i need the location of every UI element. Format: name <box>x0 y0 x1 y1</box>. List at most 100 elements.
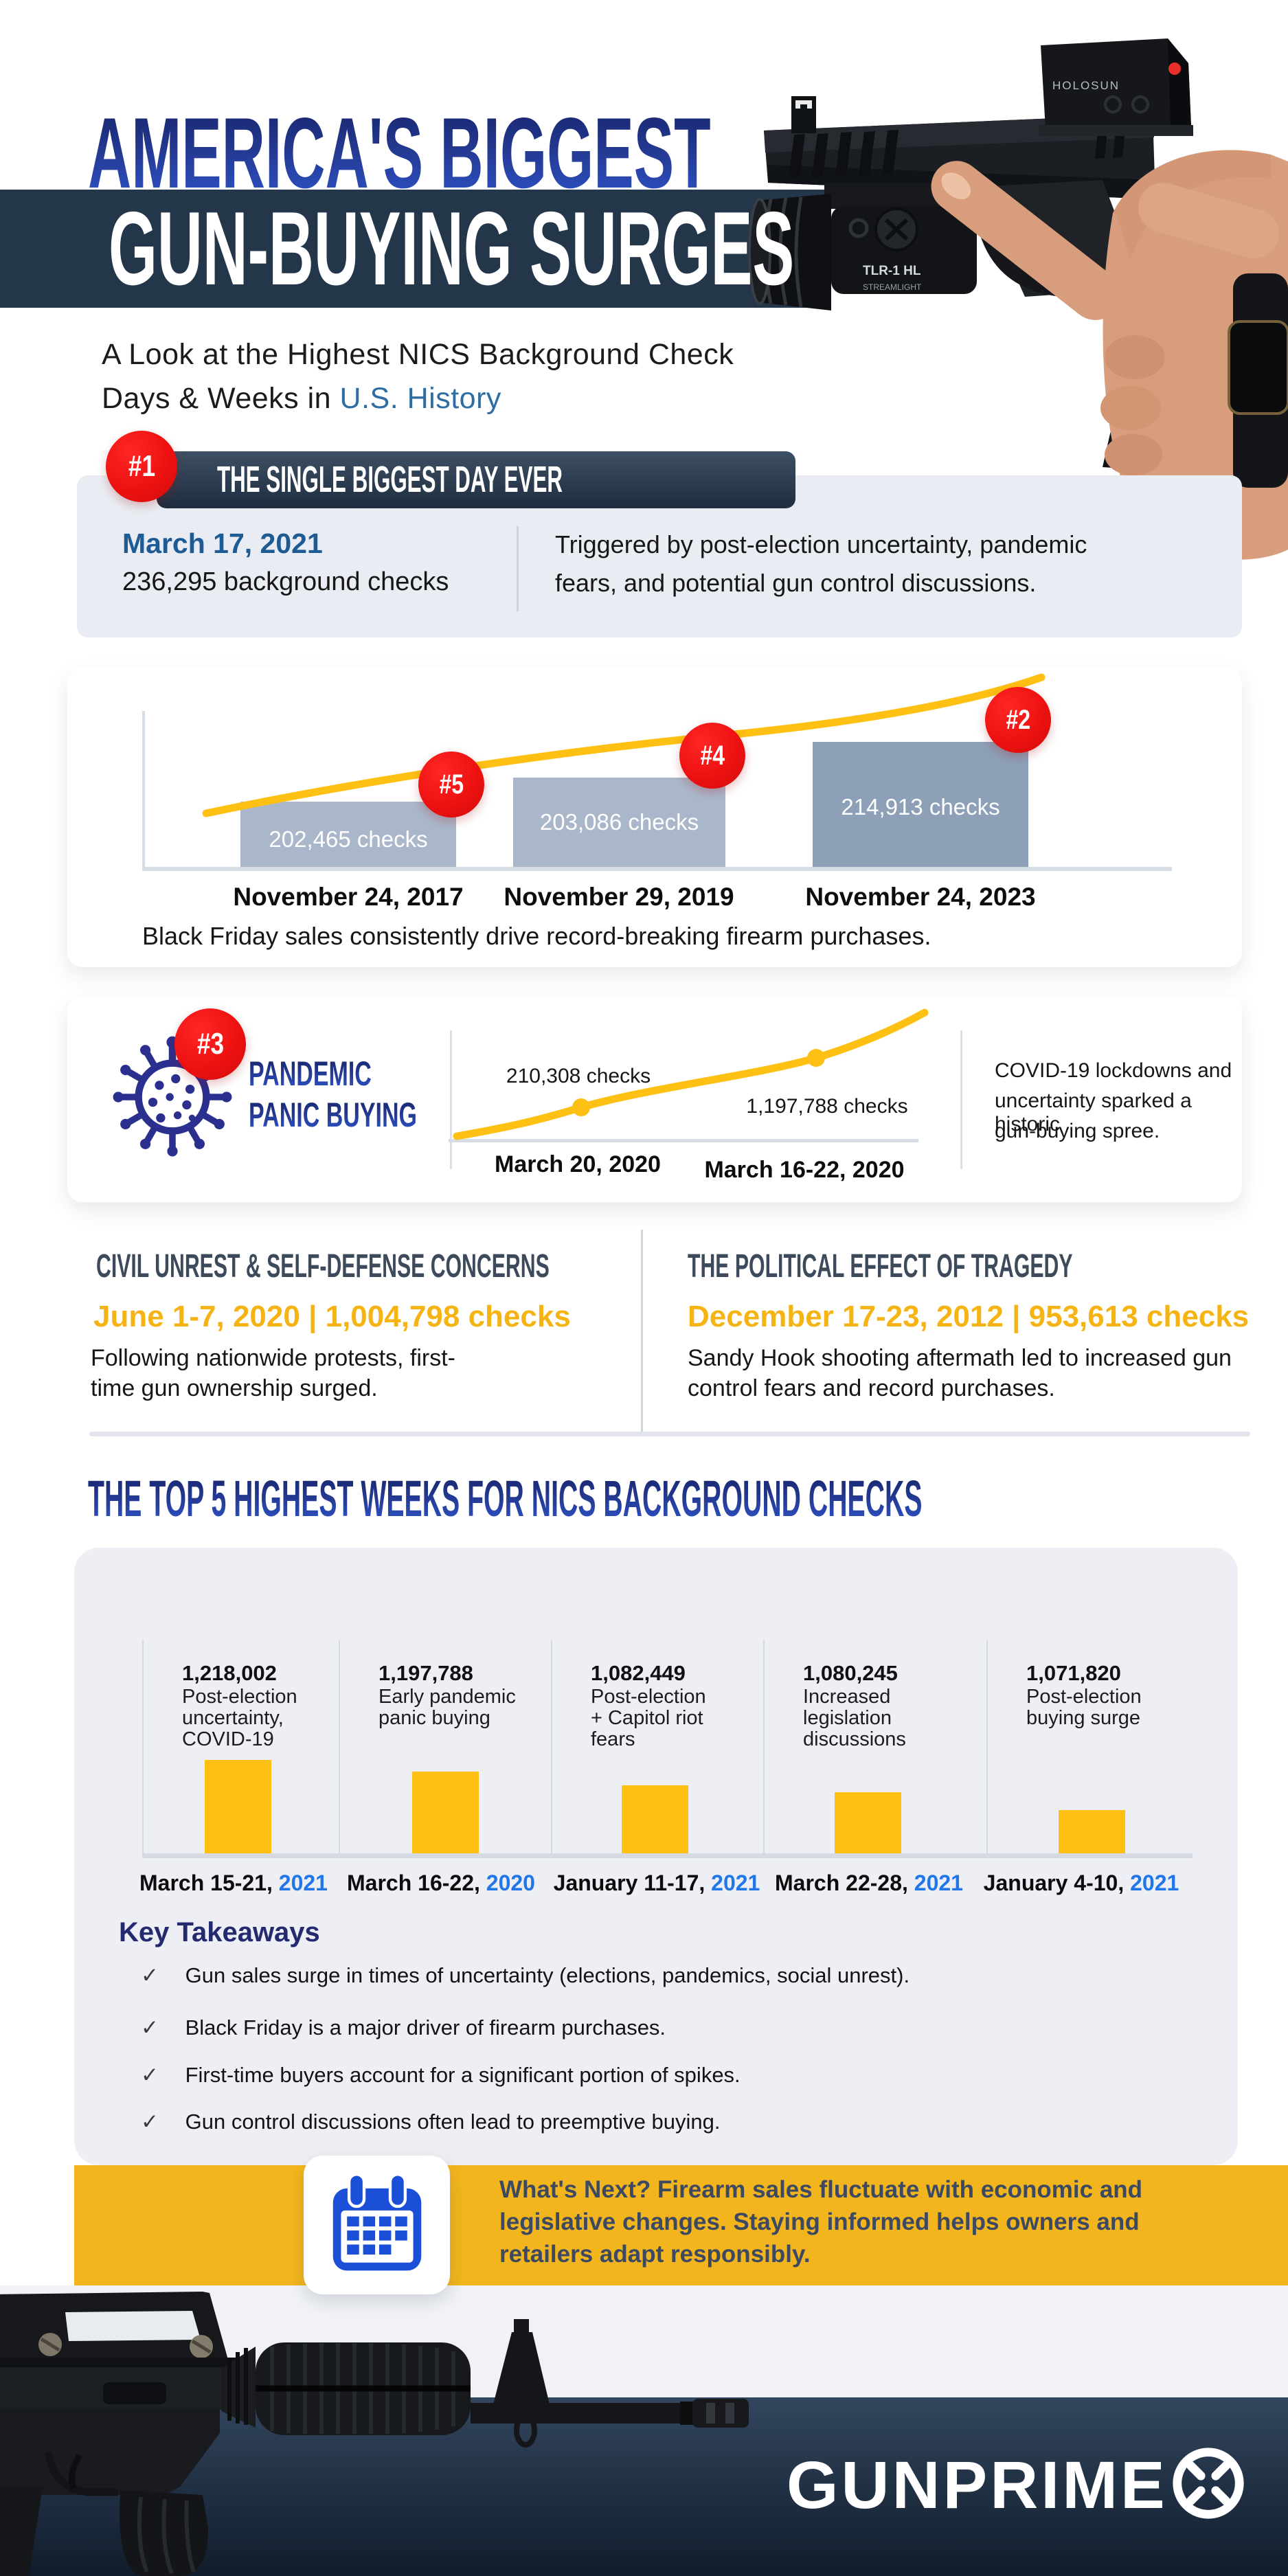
whats-next-text-3: retailers adapt responsibly. <box>499 2241 811 2268</box>
subtitle-line2: Days & Weeks in U.S. History <box>102 382 501 415</box>
top-five-card: 1 2 3 4 5 1,218,002 1,197,788 1,082,449 … <box>74 1548 1238 2165</box>
bf-caption: Black Friday sales consistently drive re… <box>142 922 931 950</box>
civil-unrest-desc-2: time gun ownership surged. <box>91 1375 378 1401</box>
pandemic-point-1 <box>572 1098 590 1116</box>
col-divider <box>142 1640 144 1855</box>
col-divider <box>339 1640 340 1855</box>
tragedy-stat: December 17-23, 2012 | 953,613 checks <box>688 1300 1250 1333</box>
bf-date-2019: November 29, 2019 <box>504 883 734 911</box>
pandemic-date-2: March 16-22, 2020 <box>704 1157 905 1183</box>
civil-unrest-stat: June 1-7, 2020 | 1,004,798 checks <box>93 1300 571 1333</box>
top-five-baseline <box>142 1853 1193 1858</box>
whats-next-text-2: legislative changes. Staying informed he… <box>499 2208 1140 2235</box>
tragedy-heading: THE POLITICAL EFFECT OF TRAGEDY <box>688 1248 1073 1285</box>
check-icon: ✓ <box>141 2110 159 2134</box>
key-takeaways-heading: Key Takeaways <box>119 1917 320 1947</box>
rifle-photo <box>0 2292 749 2576</box>
top-five-heading: THE TOP 5 HIGHEST WEEKS FOR NICS BACKGRO… <box>88 1470 923 1527</box>
pandemic-title-2: PANIC BUYING <box>249 1096 417 1134</box>
bf-bar-2023: 214,913 checks <box>813 742 1028 867</box>
week-bar-2 <box>412 1772 479 1853</box>
bf-date-2017: November 24, 2017 <box>233 883 464 911</box>
whats-next-banner <box>74 2165 1288 2285</box>
week-date-5: January 4-10, 2021 <box>983 1871 1179 1895</box>
pandemic-desc-3: gun-buying spree. <box>995 1120 1160 1142</box>
biggest-day-header-bar: THE SINGLE BIGGEST DAY EVER <box>157 451 795 508</box>
civil-unrest-heading: CIVIL UNREST & SELF-DEFENSE CONCERNS <box>96 1248 550 1285</box>
week-desc-3: Post-election + Capitol riot fears <box>591 1686 706 1750</box>
week-date-3: January 11-17, 2021 <box>553 1871 760 1895</box>
tragedy-desc-1: Sandy Hook shooting aftermath led to inc… <box>688 1345 1232 1371</box>
section-divider <box>89 1432 1250 1436</box>
bf-bar-2019: 203,086 checks <box>513 778 725 867</box>
week-date-1: March 15-21, 2021 <box>139 1871 328 1895</box>
week-desc-4: Increased legislation discussions <box>803 1686 906 1750</box>
pandemic-divider-right <box>960 1030 962 1169</box>
rank-3-badge: #3 <box>174 1008 246 1080</box>
tragedy-desc-2: control fears and record purchases. <box>688 1375 1055 1401</box>
rank-5-badge: #5 <box>418 752 484 817</box>
whats-next-text-1: What's Next? Firearm sales fluctuate wit… <box>499 2176 1143 2203</box>
week-date-4: March 22-28, 2021 <box>775 1871 963 1895</box>
takeaway-item: ✓ Gun sales surge in times of uncertaint… <box>141 1963 910 1987</box>
week-value-3: 1,082,449 <box>591 1661 686 1685</box>
page-title-line2: GUN-BUYING SURGES <box>109 190 795 307</box>
pandemic-desc-1: COVID-19 lockdowns and <box>995 1059 1232 1082</box>
rank-number-3: 3 <box>566 1572 717 1666</box>
pandemic-point-2 <box>807 1049 825 1067</box>
week-value-1: 1,218,002 <box>182 1661 277 1685</box>
week-bar-4 <box>835 1792 901 1853</box>
takeaway-item: ✓ Black Friday is a major driver of fire… <box>141 2015 666 2040</box>
week-desc-2: Early pandemic panic buying <box>379 1686 516 1729</box>
rank-4-badge: #4 <box>679 723 745 789</box>
week-bar-5 <box>1059 1810 1125 1853</box>
page-title-line1: AMERICA'S BIGGEST <box>88 97 711 209</box>
week-date-2: March 16-22, 2020 <box>347 1871 535 1895</box>
col-divider <box>551 1640 552 1855</box>
col-divider <box>986 1640 988 1855</box>
biggest-day-date: March 17, 2021 <box>122 528 323 559</box>
check-icon: ✓ <box>141 2063 159 2087</box>
rank-2-badge: #2 <box>985 687 1051 753</box>
check-icon: ✓ <box>141 1963 159 1987</box>
x-axis <box>142 867 1172 871</box>
pandemic-divider-left <box>450 1030 452 1169</box>
bf-date-2023: November 24, 2023 <box>805 883 1036 911</box>
pandemic-point2-label: 1,197,788 checks <box>746 1095 908 1118</box>
pistol-photo: HOLOSUN TLR-1 HL STREAMLIGHT <box>748 0 1288 605</box>
calendar-icon <box>332 2173 421 2271</box>
pandemic-title-1: PANDEMIC <box>249 1054 372 1093</box>
subtitle-highlight: U.S. History <box>339 382 501 415</box>
pandemic-point1-label: 210,308 checks <box>506 1065 651 1087</box>
check-icon: ✓ <box>141 2015 159 2040</box>
y-axis <box>142 711 145 868</box>
pandemic-line-chart <box>453 1008 929 1140</box>
pandemic-date-1: March 20, 2020 <box>495 1151 661 1177</box>
rank-number-2: 2 <box>346 1572 497 1666</box>
week-bar-3 <box>622 1785 688 1853</box>
biggest-day-stat: 236,295 background checks <box>122 567 449 596</box>
two-col-divider <box>641 1230 643 1433</box>
col-divider <box>763 1640 765 1855</box>
pandemic-baseline <box>449 1139 918 1142</box>
rank-number-1: 1 <box>151 1572 302 1666</box>
takeaway-item: ✓ First-time buyers account for a signif… <box>141 2063 741 2087</box>
black-friday-card: 202,465 checks 203,086 checks 214,913 ch… <box>67 668 1242 967</box>
pandemic-card: PANDEMIC PANIC BUYING 210,308 checks 1,1… <box>67 996 1242 1202</box>
rank-number-4: 4 <box>798 1572 949 1666</box>
light-brand-text: TLR-1 HL <box>863 264 921 278</box>
pandemic-desc-2: uncertainty sparked a historic <box>995 1089 1192 1136</box>
brand-logo-text: GUNPRIME <box>787 2448 1168 2522</box>
calendar-tile <box>304 2156 450 2294</box>
brand-crosshair-icon <box>1173 2448 1244 2519</box>
week-value-5: 1,071,820 <box>1026 1661 1121 1685</box>
week-bar-1 <box>205 1760 271 1853</box>
takeaway-item: ✓ Gun control discussions often lead to … <box>141 2110 721 2134</box>
week-desc-1: Post-election uncertainty, COVID-19 <box>182 1686 297 1750</box>
rank-number-5: 5 <box>1013 1572 1164 1666</box>
biggest-day-desc-1: Triggered by post-election uncertainty, … <box>555 530 1087 558</box>
biggest-day-desc-2: fears, and potential gun control discuss… <box>555 569 1037 597</box>
week-value-2: 1,197,788 <box>379 1661 473 1685</box>
biggest-day-divider <box>517 526 519 611</box>
